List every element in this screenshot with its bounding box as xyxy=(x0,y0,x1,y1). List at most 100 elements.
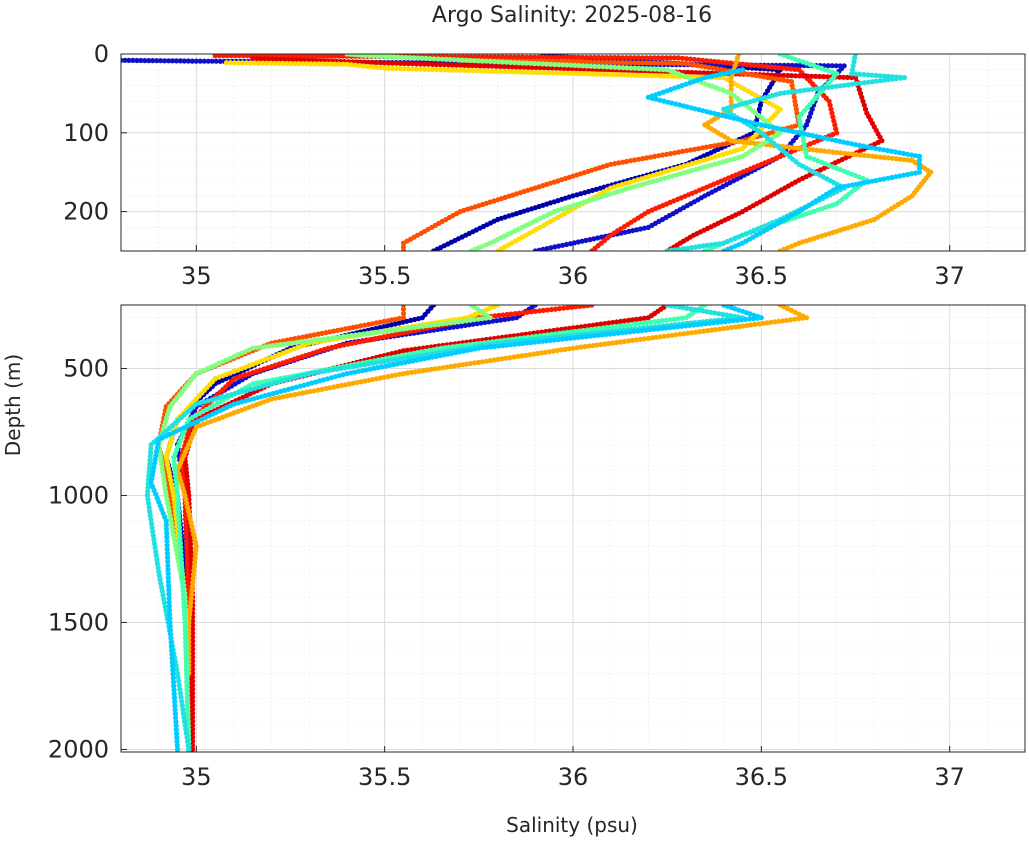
data-point xyxy=(805,118,811,124)
data-point xyxy=(312,61,318,67)
data-point xyxy=(560,242,566,248)
data-point xyxy=(437,353,443,359)
data-point xyxy=(420,323,426,329)
data-point xyxy=(781,77,787,83)
data-point xyxy=(315,387,321,393)
data-point xyxy=(720,159,726,165)
data-point xyxy=(708,309,714,315)
series-float-9 xyxy=(171,305,708,752)
data-point xyxy=(171,535,177,542)
data-point xyxy=(190,678,196,684)
data-point xyxy=(900,150,907,157)
data-point xyxy=(516,341,522,347)
data-point xyxy=(612,59,618,66)
data-point xyxy=(165,554,171,561)
data-point xyxy=(404,370,410,376)
data-point xyxy=(353,340,359,346)
data-point xyxy=(679,315,685,321)
data-point xyxy=(451,319,458,325)
data-point xyxy=(412,324,418,330)
data-point xyxy=(575,239,581,245)
data-point xyxy=(703,321,709,327)
data-point xyxy=(532,248,538,251)
data-point xyxy=(389,60,396,66)
data-point xyxy=(649,335,655,341)
data-point xyxy=(385,358,391,364)
data-point xyxy=(728,138,734,144)
data-point xyxy=(160,469,166,475)
data-point xyxy=(152,456,158,462)
data-point xyxy=(897,75,904,81)
data-point xyxy=(159,584,165,590)
data-point xyxy=(333,344,339,350)
data-point xyxy=(184,557,190,564)
data-point xyxy=(574,345,580,351)
data-point xyxy=(453,350,459,356)
data-point xyxy=(183,647,189,653)
data-point xyxy=(170,675,176,681)
x-axis-label: Salinity (psu) xyxy=(506,813,638,837)
data-point xyxy=(398,66,404,72)
data-point xyxy=(280,394,286,400)
data-point xyxy=(904,151,911,157)
data-point xyxy=(378,60,384,66)
data-point xyxy=(371,54,377,59)
data-point xyxy=(548,306,555,313)
data-point xyxy=(773,72,779,78)
data-point xyxy=(649,73,655,79)
data-point xyxy=(673,101,679,107)
data-point xyxy=(544,307,551,313)
data-point xyxy=(312,54,318,59)
data-point xyxy=(145,489,151,495)
data-point xyxy=(707,320,713,326)
data-point xyxy=(772,319,778,325)
data-point xyxy=(256,384,262,390)
data-point xyxy=(169,524,175,530)
data-point xyxy=(409,61,416,67)
data-point xyxy=(732,138,738,144)
data-point xyxy=(274,389,280,396)
data-point xyxy=(185,707,191,713)
data-point xyxy=(235,400,241,406)
data-point xyxy=(461,67,467,73)
data-point xyxy=(352,369,358,375)
data-point xyxy=(179,568,185,574)
data-point xyxy=(683,315,689,321)
data-point xyxy=(449,350,455,356)
data-point xyxy=(287,376,293,382)
data-point xyxy=(415,316,422,322)
data-point xyxy=(321,336,327,342)
data-point xyxy=(704,109,710,115)
data-point xyxy=(168,520,174,526)
data-point xyxy=(576,63,582,69)
data-point xyxy=(524,340,530,346)
data-point xyxy=(182,718,188,725)
data-point xyxy=(479,316,485,322)
data-point xyxy=(841,82,847,88)
data-point xyxy=(148,521,155,527)
data-point xyxy=(166,599,172,605)
data-point xyxy=(635,328,641,334)
data-point xyxy=(457,62,463,68)
data-point xyxy=(632,321,638,327)
data-point xyxy=(708,327,715,333)
data-point xyxy=(276,394,282,401)
data-point xyxy=(511,60,518,66)
data-point xyxy=(889,174,895,181)
data-point xyxy=(581,71,587,77)
data-point xyxy=(540,54,546,60)
chart-title: Argo Salinity: 2025-08-16 xyxy=(432,3,712,28)
data-point xyxy=(520,310,526,316)
data-point xyxy=(704,309,710,315)
data-point xyxy=(786,128,792,134)
data-point xyxy=(464,347,470,353)
data-point xyxy=(585,71,591,77)
data-point xyxy=(168,635,174,641)
x-tick-label: 36.5 xyxy=(735,763,788,791)
data-point xyxy=(171,695,177,701)
data-point xyxy=(748,140,754,146)
data-point xyxy=(857,71,863,77)
data-point xyxy=(479,359,485,365)
data-point xyxy=(164,496,170,502)
data-point xyxy=(220,54,226,59)
